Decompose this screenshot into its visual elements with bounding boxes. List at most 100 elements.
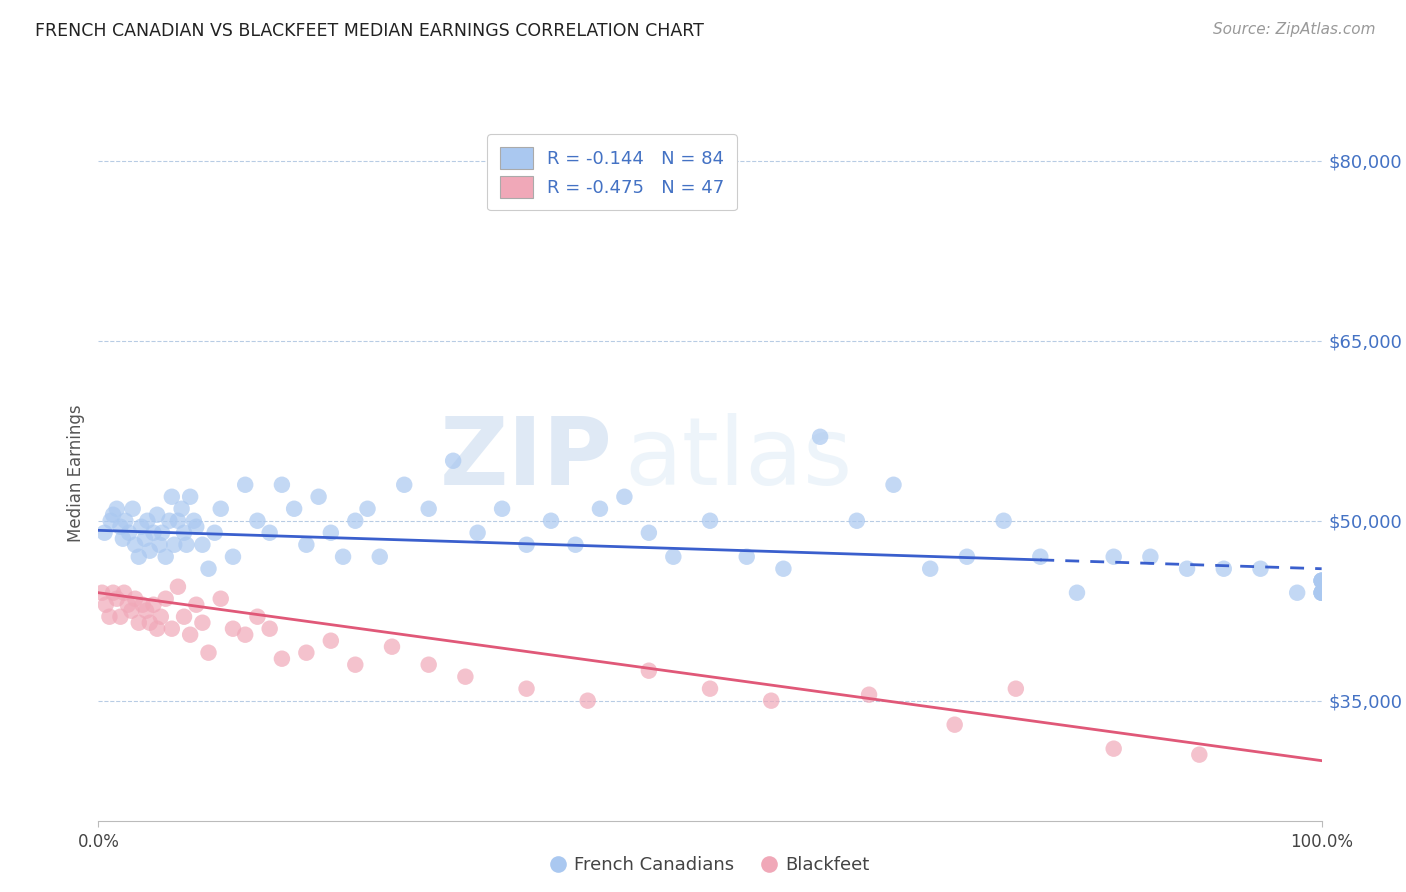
Point (183, 514, 205, 528)
Point (98, 609, 121, 624)
Point (155, 549, 177, 564)
Point (139, 543, 162, 558)
Point (1102, 549, 1125, 564)
Point (540, 514, 562, 528)
Point (163, 538, 186, 552)
Point (246, 514, 269, 528)
Point (368, 549, 391, 564)
Point (295, 646, 318, 660)
Point (1102, 741, 1125, 756)
Point (1310, 585, 1333, 599)
Point (943, 717, 966, 731)
Point (516, 681, 538, 696)
Point (110, 520, 132, 534)
Point (1310, 585, 1333, 599)
Point (270, 651, 294, 665)
Point (124, 591, 146, 606)
Point (344, 657, 367, 672)
Text: atlas: atlas (624, 413, 852, 505)
Point (204, 525, 226, 540)
Point (139, 615, 162, 630)
Point (170, 501, 193, 516)
Point (124, 538, 146, 552)
Point (176, 538, 198, 552)
Point (283, 501, 305, 516)
Point (191, 615, 214, 630)
Point (1310, 574, 1333, 588)
Point (233, 628, 256, 642)
Point (637, 664, 661, 678)
Point (173, 609, 195, 624)
Point (1286, 585, 1309, 599)
Point (295, 538, 318, 552)
Point (761, 694, 783, 708)
Point (157, 514, 180, 528)
Point (146, 622, 169, 636)
Point (111, 532, 134, 546)
Point (259, 622, 281, 636)
Point (576, 694, 599, 708)
Point (160, 490, 183, 504)
Point (454, 670, 477, 684)
Point (381, 640, 404, 654)
Point (735, 549, 758, 564)
Point (845, 514, 868, 528)
Point (418, 501, 440, 516)
Point (418, 657, 440, 672)
Point (136, 514, 159, 528)
Point (1310, 574, 1333, 588)
Point (1175, 562, 1198, 576)
Point (128, 615, 150, 630)
Point (149, 538, 172, 552)
Point (808, 430, 831, 444)
Point (179, 490, 201, 504)
Point (191, 538, 214, 552)
Point (160, 622, 183, 636)
Point (1310, 585, 1333, 599)
Point (319, 525, 342, 540)
Point (94, 598, 117, 612)
Point (167, 580, 190, 594)
Point (222, 622, 245, 636)
Point (1310, 574, 1333, 588)
Point (117, 598, 139, 612)
Point (101, 585, 124, 599)
Point (246, 609, 269, 624)
Point (186, 598, 208, 612)
Point (699, 514, 721, 528)
Point (1212, 562, 1234, 576)
Point (167, 514, 190, 528)
Point (120, 604, 142, 618)
Point (197, 562, 219, 576)
Text: FRENCH CANADIAN VS BLACKFEET MEDIAN EARNINGS CORRELATION CHART: FRENCH CANADIAN VS BLACKFEET MEDIAN EARN… (35, 22, 704, 40)
Point (344, 514, 367, 528)
Point (392, 477, 416, 491)
Point (270, 477, 294, 491)
Point (146, 508, 169, 522)
Point (308, 490, 330, 504)
Point (209, 501, 232, 516)
Point (956, 549, 979, 564)
Legend: French Canadians, Blackfeet: French Canadians, Blackfeet (544, 849, 876, 881)
Point (114, 514, 136, 528)
Point (637, 525, 661, 540)
Point (142, 525, 165, 540)
Point (1066, 585, 1088, 599)
Point (662, 549, 685, 564)
Y-axis label: Median Earnings: Median Earnings (66, 404, 84, 541)
Point (93, 525, 115, 540)
Point (993, 514, 1015, 528)
Point (319, 633, 342, 648)
Point (155, 591, 177, 606)
Text: ZIP: ZIP (439, 413, 612, 505)
Point (105, 591, 128, 606)
Point (131, 598, 153, 612)
Point (356, 501, 378, 516)
Point (1250, 562, 1272, 576)
Point (491, 501, 513, 516)
Point (135, 604, 157, 618)
Point (100, 514, 122, 528)
Point (197, 646, 219, 660)
Point (173, 525, 195, 540)
Point (1188, 747, 1211, 762)
